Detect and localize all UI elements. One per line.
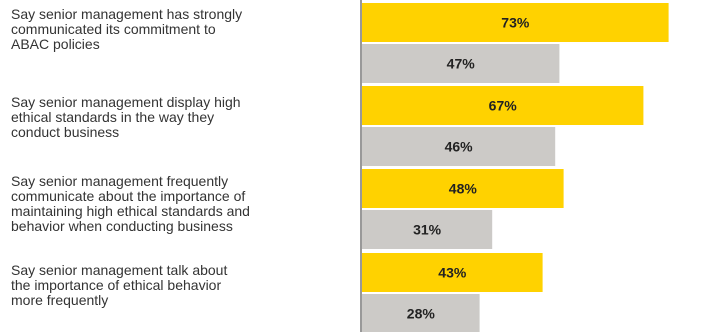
bar [362, 127, 556, 166]
category-label-line: Say senior management display high [11, 94, 241, 110]
category-label-line: ABAC policies [11, 36, 100, 52]
bar-value-label: 67% [489, 98, 518, 114]
bar [362, 44, 560, 83]
category-labels: Say senior management has strongly commun… [11, 6, 250, 308]
category-label-line: maintaining high ethical standards and [11, 203, 250, 219]
bar-value-label: 43% [438, 265, 467, 281]
category-label-line: behavior when conducting business [11, 218, 233, 234]
category-label-line: conduct business [11, 124, 119, 140]
category-label: Say senior management frequently communic… [11, 173, 250, 234]
bar [362, 86, 644, 125]
category-label-line: ethical standards in the way they [11, 109, 214, 125]
category-label-line: the importance of ethical behavior [11, 277, 221, 293]
category-label: Say senior management has strongly commun… [11, 6, 242, 52]
bar-value-label: 47% [447, 56, 476, 72]
bar-value-label: 28% [407, 306, 436, 322]
category-label: Say senior management display high ethica… [11, 94, 241, 140]
bar-value-label: 46% [445, 139, 474, 155]
bar [362, 169, 564, 208]
category-label-line: more frequently [11, 292, 108, 308]
bar [362, 210, 493, 249]
bar [362, 3, 669, 42]
category-label-line: Say senior management has strongly [11, 6, 242, 22]
bar-value-label: 31% [413, 222, 442, 238]
bar [362, 294, 480, 332]
category-label: Say senior management talk about the impo… [11, 262, 227, 308]
bars: 73% 47% 67% 46% 48% 31% 43% 28% [362, 3, 669, 332]
category-label-line: Say senior management frequently [11, 173, 228, 189]
category-label-line: Say senior management talk about [11, 262, 227, 278]
category-label-line: communicated its commitment to [11, 21, 216, 37]
category-label-line: communicate about the importance of [11, 188, 245, 204]
bar [362, 253, 543, 292]
bar-value-label: 73% [501, 15, 530, 31]
bar-value-label: 48% [449, 181, 478, 197]
